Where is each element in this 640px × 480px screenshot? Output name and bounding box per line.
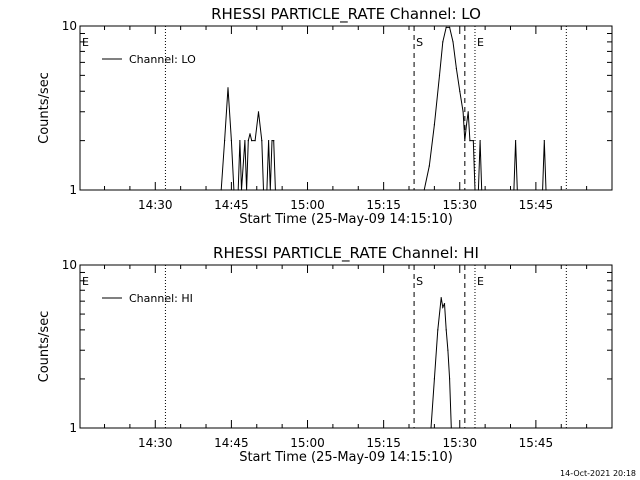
data-point (244, 140, 246, 142)
data-point (433, 378, 435, 380)
data-point (433, 124, 435, 126)
data-point (469, 140, 471, 142)
data-point (462, 111, 464, 113)
y-axis-label: Counts/sec (37, 72, 52, 144)
data-point (481, 189, 483, 191)
data-point (516, 189, 518, 191)
legend-label: Channel: HI (129, 292, 193, 305)
data-point (437, 329, 439, 331)
data-point (445, 26, 447, 28)
data-point (445, 329, 447, 331)
data-point (479, 140, 481, 142)
data-point (247, 140, 249, 142)
marker-label: E (82, 275, 89, 288)
data-point (440, 297, 442, 299)
data-point (273, 140, 275, 142)
data-point (274, 189, 276, 191)
data-point (438, 74, 441, 76)
data-point (545, 189, 547, 191)
data-point (249, 133, 251, 135)
x-tick-label: 15:00 (290, 436, 325, 450)
data-point (450, 427, 452, 429)
data-point (449, 378, 451, 380)
data-point (268, 140, 270, 142)
data-point (240, 189, 243, 191)
x-tick-label: 15:45 (519, 436, 554, 450)
x-tick-label: 15:45 (519, 198, 554, 212)
data-point (513, 189, 515, 191)
data-point (224, 140, 226, 142)
data-point (423, 189, 425, 191)
plot-frame (79, 264, 613, 429)
series-line (430, 297, 452, 429)
data-point (233, 189, 235, 191)
x-tick-label: 15:30 (442, 436, 477, 450)
data-point (251, 140, 253, 142)
x-tick-label: 14:45 (214, 436, 249, 450)
timestamp: 14-Oct-2021 20:18 (560, 469, 636, 478)
y-tick-label: 1 (69, 183, 77, 197)
x-tick-label: 15:00 (290, 198, 325, 212)
x-axis-label: Start Time (25-May-09 14:15:10) (239, 212, 453, 227)
data-point (239, 140, 241, 142)
x-tick-label: 14:30 (138, 436, 173, 450)
chart-title: RHESSI PARTICLE_RATE Channel: HI (213, 244, 479, 263)
data-point (477, 189, 479, 191)
x-tick-label: 15:30 (442, 198, 477, 212)
data-point (237, 189, 239, 191)
data-point (254, 140, 256, 142)
legend-label: Channel: LO (129, 53, 196, 66)
data-point (220, 189, 222, 191)
marker-label: E (477, 275, 484, 288)
data-point (543, 140, 545, 142)
y-axis-label: Counts/sec (37, 311, 52, 383)
x-tick-label: 14:30 (138, 198, 173, 212)
data-point (442, 41, 444, 43)
data-point (449, 26, 451, 28)
data-point (515, 140, 517, 142)
x-axis-label: Start Time (25-May-09 14:15:10) (239, 450, 453, 465)
data-point (271, 140, 273, 142)
data-point (262, 189, 265, 191)
chart-title: RHESSI PARTICLE_RATE Channel: LO (211, 5, 481, 24)
data-point (467, 111, 469, 113)
data-point (465, 124, 468, 126)
y-tick-label: 10 (62, 19, 77, 33)
marker-label: E (477, 36, 484, 49)
data-point (443, 303, 446, 305)
data-point (464, 140, 466, 142)
data-point (452, 41, 454, 43)
data-point (430, 427, 432, 429)
data-point (472, 140, 474, 142)
data-point (455, 68, 457, 70)
data-point (447, 349, 449, 351)
y-tick-label: 1 (69, 421, 77, 435)
data-point (266, 189, 268, 191)
data-point (474, 189, 476, 191)
data-point (257, 111, 260, 113)
marker-label: S (416, 275, 423, 288)
data-point (542, 189, 544, 191)
plot-frame (79, 25, 613, 191)
data-point (227, 87, 229, 89)
y-tick-label: 10 (62, 258, 77, 272)
x-tick-label: 14:45 (214, 198, 249, 212)
chart-panel-1: RHESSI PARTICLE_RATE Channel: LO 1 10 Count… (37, 5, 613, 227)
data-point (442, 306, 444, 308)
data-point (428, 165, 430, 167)
x-tick-label: 15:15 (366, 198, 401, 212)
data-point (261, 140, 263, 142)
data-point (246, 189, 248, 191)
x-tick-label: 15:15 (366, 436, 401, 450)
data-point (269, 189, 271, 191)
chart-panel-2: RHESSI PARTICLE_RATE Channel: HI 1 10 Count… (37, 244, 613, 465)
data-point (230, 140, 232, 142)
data-point (459, 90, 461, 92)
marker-label: E (82, 36, 89, 49)
marker-label: S (416, 36, 423, 49)
series-line (220, 26, 547, 191)
